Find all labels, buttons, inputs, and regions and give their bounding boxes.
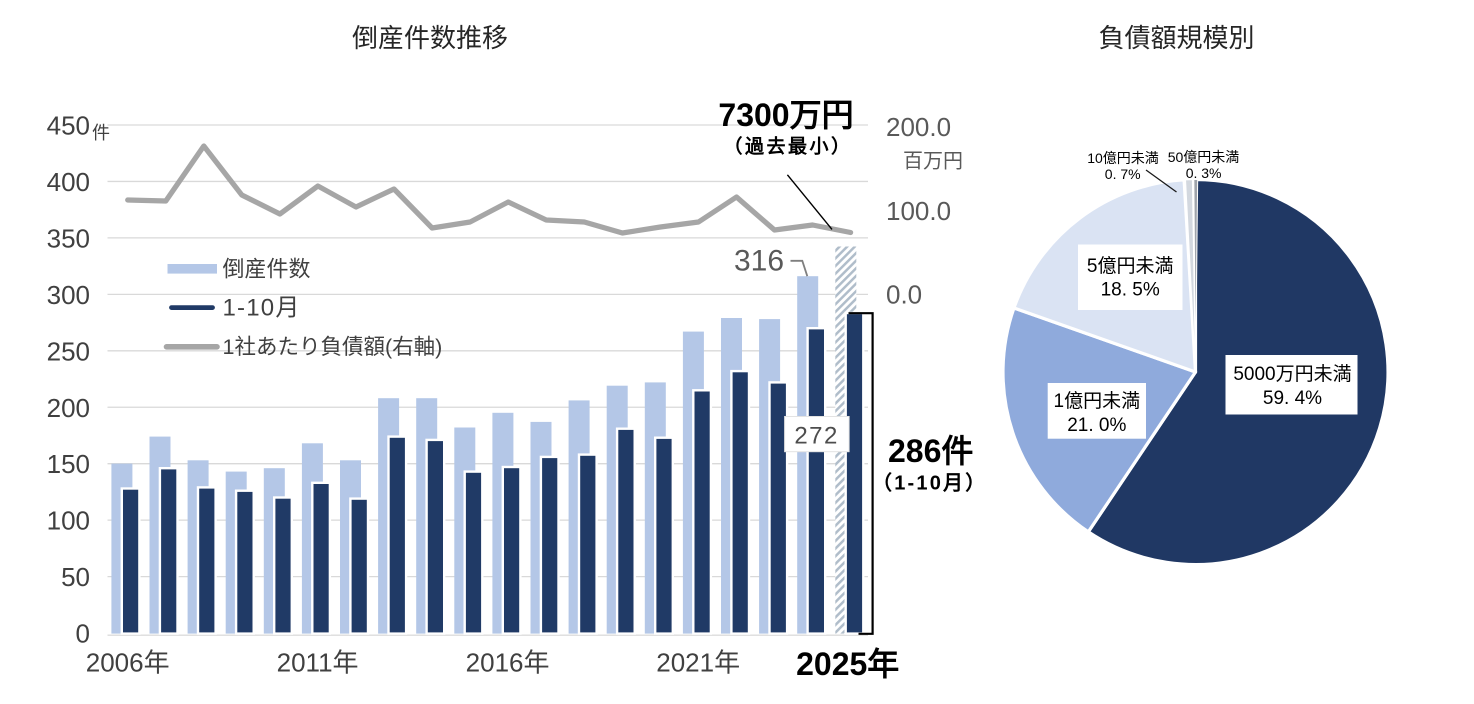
svg-text:7300万円: 7300万円: [718, 97, 853, 133]
svg-text:100: 100: [47, 506, 90, 536]
svg-text:400: 400: [47, 167, 90, 197]
svg-text:0.0: 0.0: [886, 280, 922, 310]
svg-text:300: 300: [47, 280, 90, 310]
svg-text:150: 150: [47, 449, 90, 479]
svg-text:1億円未満: 1億円未満: [1054, 390, 1141, 412]
svg-text:350: 350: [47, 223, 90, 253]
svg-text:0: 0: [76, 619, 90, 649]
svg-text:250: 250: [47, 336, 90, 366]
svg-text:件: 件: [92, 123, 110, 143]
svg-text:負債額規模別: 負債額規模別: [1098, 23, 1254, 53]
svg-text:10億円未満: 10億円未満: [1087, 150, 1159, 166]
svg-text:百万円: 百万円: [903, 151, 963, 173]
svg-text:2021年: 2021年: [656, 648, 740, 678]
svg-text:2025年: 2025年: [796, 646, 899, 682]
svg-text:100.0: 100.0: [886, 196, 951, 226]
svg-text:1社あたり負債額(右軸): 1社あたり負債額(右軸): [223, 335, 443, 359]
svg-text:2011年: 2011年: [277, 648, 359, 678]
svg-text:316: 316: [734, 245, 784, 278]
svg-text:286件: 286件: [888, 433, 973, 469]
svg-text:0. 3%: 0. 3%: [1186, 165, 1222, 181]
svg-text:倒産件数推移: 倒産件数推移: [352, 23, 508, 53]
svg-text:272: 272: [794, 422, 839, 449]
svg-text:18. 5%: 18. 5%: [1101, 280, 1160, 301]
svg-text:450: 450: [47, 111, 90, 141]
svg-text:1-10月: 1-10月: [223, 295, 301, 322]
svg-text:5億円未満: 5億円未満: [1087, 255, 1174, 277]
svg-text:200.0: 200.0: [886, 112, 951, 142]
svg-text:21. 0%: 21. 0%: [1067, 415, 1126, 436]
svg-text:50億円未満: 50億円未満: [1168, 149, 1240, 165]
svg-text:0. 7%: 0. 7%: [1105, 166, 1141, 182]
svg-text:5000万円未満: 5000万円未満: [1233, 363, 1351, 385]
svg-text:2006年: 2006年: [86, 648, 170, 678]
svg-text:200: 200: [47, 393, 90, 423]
svg-text:（過去最小）: （過去最小）: [723, 135, 852, 158]
svg-text:2016年: 2016年: [466, 648, 550, 678]
svg-text:（1-10月）: （1-10月）: [872, 472, 987, 495]
svg-text:倒産件数: 倒産件数: [223, 257, 311, 282]
svg-text:50: 50: [61, 562, 90, 592]
svg-text:59. 4%: 59. 4%: [1263, 388, 1322, 409]
